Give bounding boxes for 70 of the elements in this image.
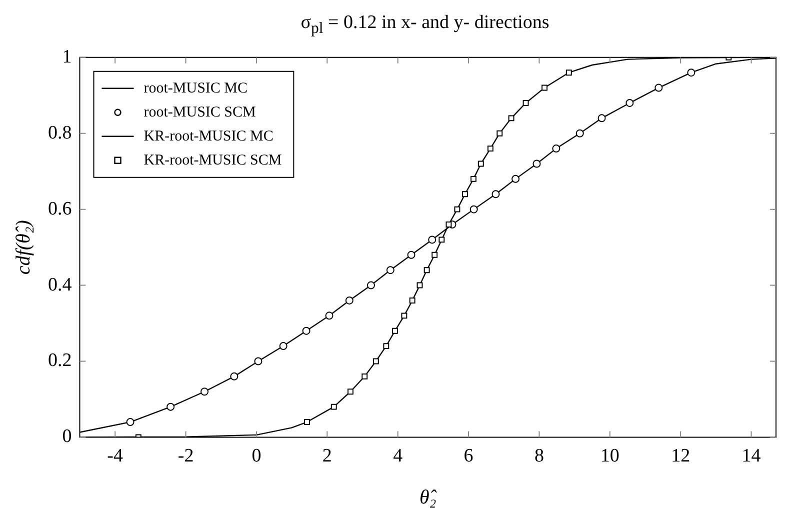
x-tick-label: 2 [322,446,332,467]
point [279,342,288,350]
point [522,100,529,106]
point [432,252,438,258]
point [454,206,460,212]
point [392,328,398,334]
y-tick-label: 0.6 [48,198,72,220]
point [532,160,541,168]
point [200,388,209,396]
x-tick-label: 10 [600,446,620,467]
point [383,343,390,350]
point [304,419,310,425]
point [386,266,394,274]
x-tick-label: 6 [464,446,474,467]
point [654,84,663,92]
point [401,312,408,319]
x-tick-label: 0 [252,446,262,467]
point [428,236,436,244]
chart-title: σ$_{pl}$ = 0.12 in x- and y- directions [300,11,550,38]
point [552,144,560,153]
point [126,418,134,426]
point [478,160,484,167]
point [302,326,310,335]
point [487,146,494,152]
point [166,402,175,411]
legend-label: KR-root-MUSIC MC [144,128,274,144]
point [598,114,606,122]
point [348,388,354,395]
x-tick-label: 8 [534,446,544,467]
x-tick-label: -4 [107,446,124,467]
point [496,130,503,136]
y-tick-label: 0.2 [48,350,72,372]
x-tick-label: 4 [393,446,404,467]
point [492,190,500,198]
x-tick-label: -2 [178,446,194,467]
legend-label: root-MUSIC SCM [144,104,256,120]
point [409,297,416,304]
x-tick-label: 14 [742,446,762,467]
y-axis-title: cdf(θ̂₂) [12,220,34,275]
point [416,282,423,288]
y-tick-label: 0.8 [48,122,72,144]
point [508,115,514,122]
point [626,98,634,107]
point [687,68,696,77]
y-tick-label: 0 [62,426,72,448]
point [407,250,416,259]
x-axis-title: θ̂₂ [419,486,438,508]
point [424,267,430,274]
point [372,358,379,364]
point [470,205,478,214]
y-tick-label: 1 [62,46,72,68]
point [325,312,334,320]
point [345,296,354,304]
point [230,372,238,380]
point [446,222,452,228]
point [330,404,337,410]
x-tick-label: 12 [671,446,690,467]
point [576,129,584,138]
point [566,70,572,76]
point [254,357,262,366]
point [366,281,375,290]
legend-label: root-MUSIC MC [144,80,248,96]
legend-label: KR-root-MUSIC SCM [144,152,282,168]
point [462,191,468,198]
point [438,236,445,243]
point [542,84,548,91]
point [512,174,520,183]
point [470,176,476,182]
point [362,373,368,380]
y-tick-label: 0.4 [48,274,72,296]
